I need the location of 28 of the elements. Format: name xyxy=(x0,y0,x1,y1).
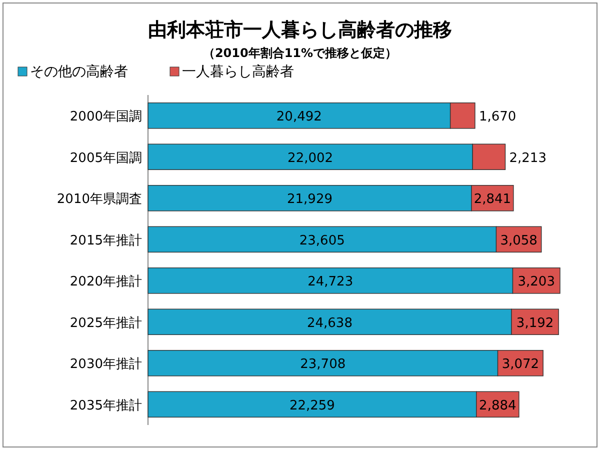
legend-label: 一人暮らし高齢者 xyxy=(182,64,294,80)
chart-title: 由利本荘市一人暮らし高齢者の推移 xyxy=(148,19,452,41)
y-tick-label: 2000年国調 xyxy=(70,110,142,125)
y-tick-label: 2015年推計 xyxy=(70,233,142,248)
data-label: 1,670 xyxy=(478,110,516,125)
y-tick-label: 2020年推計 xyxy=(70,274,142,290)
data-label: 22,002 xyxy=(288,150,334,166)
data-label: 3,072 xyxy=(502,357,540,372)
data-label: 23,605 xyxy=(299,233,345,248)
data-label: 2,841 xyxy=(474,192,512,208)
legend-label: その他の高齢者 xyxy=(30,64,128,80)
y-tick-label: 2030年推計 xyxy=(70,357,142,372)
data-label: 23,708 xyxy=(300,357,346,372)
data-label: 24,723 xyxy=(308,274,354,290)
data-label: 24,638 xyxy=(306,316,352,331)
y-tick-label: 2035年推計 xyxy=(70,398,142,414)
data-label: 3,192 xyxy=(516,316,554,331)
y-tick-label: 2025年推計 xyxy=(70,316,142,331)
y-tick-label: 2010年県調査 xyxy=(56,192,142,208)
data-label: 21,929 xyxy=(287,192,333,208)
y-tick-label: 2005年国調 xyxy=(70,150,142,166)
data-label: 20,492 xyxy=(276,110,322,125)
data-label: 22,259 xyxy=(289,398,335,414)
data-label: 2,213 xyxy=(509,150,546,166)
data-label: 3,203 xyxy=(518,274,555,290)
data-label: 2,884 xyxy=(479,398,516,414)
chart-subtitle: （2010年割合11%で推移と仮定） xyxy=(202,46,398,60)
data-label: 3,058 xyxy=(500,233,538,248)
